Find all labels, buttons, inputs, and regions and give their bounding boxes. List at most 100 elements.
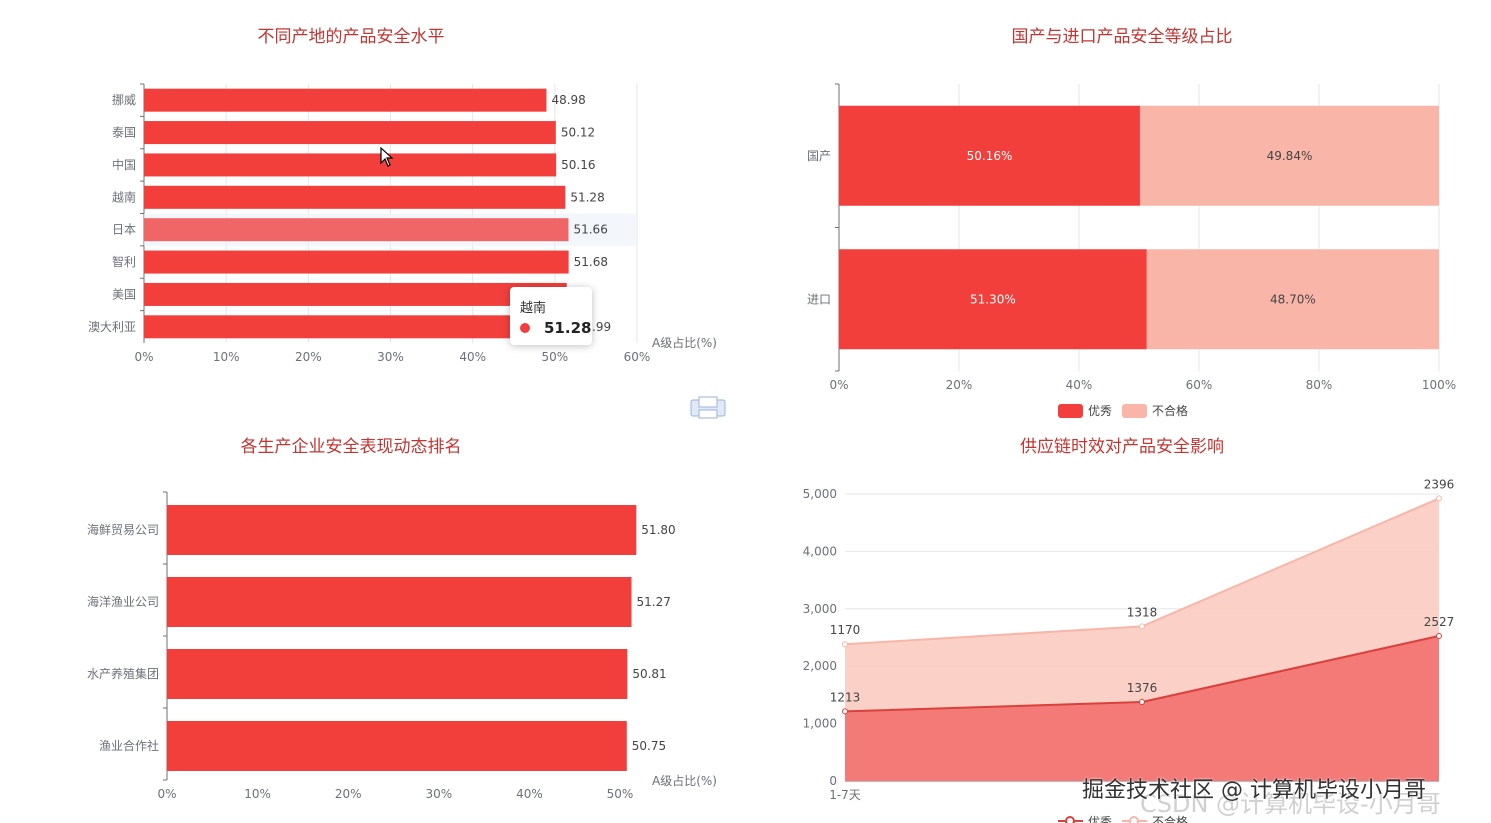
bar	[144, 185, 566, 209]
bar	[144, 88, 547, 112]
stacked-bar-segment	[1146, 249, 1439, 350]
y-tick-label: 中国	[112, 157, 136, 172]
x-tick-label: 30%	[425, 787, 452, 801]
chart-title: 不同产地的产品安全水平	[258, 27, 445, 47]
segment-label: 50.16%	[967, 149, 1013, 163]
y-tick-label: 0	[829, 774, 837, 788]
watermark-secondary: CSDN @计算机毕设-小月哥	[1140, 790, 1441, 818]
x-tick-label: 20%	[295, 350, 322, 364]
bar	[144, 153, 557, 177]
chart-tooltip: 越南 51.28	[510, 287, 592, 345]
y-tick-label: 4,000	[803, 544, 837, 558]
y-tick-label: 国产	[807, 149, 831, 163]
x-tick-label: 1-7天	[829, 788, 861, 802]
bar-value-label: 51.66	[573, 223, 607, 237]
chart-domestic-import-ratio: 国产与进口产品安全等级占比 0% 20% 40% 60% 80% 100% 国产 50.16%…	[807, 27, 1456, 418]
x-axis-label: A级占比(%)	[652, 335, 717, 350]
bar	[167, 649, 628, 699]
legend-label: 优秀	[1088, 815, 1112, 823]
x-tick-label: 50%	[607, 787, 634, 801]
point-fail	[1436, 495, 1442, 502]
bar-value-label: 50.16	[561, 158, 595, 172]
x-tick-label: 0%	[829, 378, 848, 392]
y-tick-label: 5,000	[803, 487, 837, 501]
x-tick-label: 10%	[244, 787, 271, 801]
y-tick-label: 越南	[112, 189, 136, 204]
y-tick-label: 海洋渔业公司	[87, 594, 159, 609]
area-fail	[845, 498, 1439, 712]
y-tick-label: 日本	[112, 223, 136, 237]
tooltip-title: 越南	[520, 301, 547, 316]
mouse-pointer-icon	[380, 147, 394, 167]
x-tick-label: 50%	[541, 350, 568, 364]
bar-value-label: 51.68	[574, 255, 608, 269]
y-tick-label: 美国	[112, 287, 136, 301]
bar	[167, 505, 637, 555]
legend-swatch	[1058, 404, 1083, 418]
y-tick-label: 海鲜贸易公司	[87, 522, 159, 537]
bar	[144, 218, 569, 242]
point-label-excellent: 1376	[1127, 681, 1158, 695]
tooltip-value: 51.28	[544, 319, 592, 337]
save-as-image-icon[interactable]	[690, 396, 728, 420]
y-tick-label: 3,000	[803, 602, 837, 616]
y-tick-label: 2,000	[803, 659, 837, 673]
legend-marker	[1129, 816, 1139, 823]
y-tick-label: 泰国	[112, 126, 136, 140]
segment-label: 48.70%	[1270, 292, 1316, 306]
bar-value-label: 50.81	[632, 667, 666, 681]
segment-label: 51.30%	[970, 292, 1016, 306]
x-tick-label: 100%	[1422, 378, 1456, 392]
chart-origin-safety: 不同产地的产品安全水平 A级占比(%) 0% 10% 20% 30% 40% 50% 60%…	[88, 27, 717, 364]
x-tick-label: 60%	[624, 350, 651, 364]
y-tick-label: 澳大利亚	[88, 320, 136, 334]
point-label-fail: 1170	[830, 623, 861, 637]
stacked-bar-segment	[839, 105, 1140, 206]
bar-value-label: 51.80	[641, 523, 675, 537]
point-excellent	[1139, 699, 1145, 706]
x-tick-label: 0%	[157, 787, 176, 801]
bar-value-label: 51.28	[570, 190, 604, 204]
point-fail	[842, 641, 848, 648]
x-tick-label: 40%	[516, 787, 543, 801]
area-excellent	[845, 635, 1439, 781]
chart-title: 供应链时效对产品安全影响	[1020, 437, 1224, 457]
legend-swatch	[1122, 404, 1147, 418]
point-excellent	[842, 708, 848, 715]
y-tick-label: 1,000	[803, 717, 837, 731]
chart-title: 各生产企业安全表现动态排名	[241, 437, 462, 457]
x-tick-label: 60%	[1186, 378, 1213, 392]
bar-value-label: 48.98	[551, 93, 585, 107]
bar	[144, 315, 580, 339]
bar	[144, 250, 569, 274]
y-tick-label: 智利	[112, 254, 136, 269]
legend-marker	[1065, 816, 1075, 823]
stacked-bar-segment	[1139, 105, 1439, 206]
legend-label: 不合格	[1152, 403, 1188, 418]
x-tick-label: 20%	[946, 378, 973, 392]
bar	[167, 721, 627, 771]
stacked-bar-segment	[839, 249, 1147, 350]
x-tick-label: 0%	[134, 350, 153, 364]
point-fail	[1139, 623, 1145, 630]
bar-value-label: 50.75	[632, 739, 666, 753]
bar-value-label: 50.12	[561, 126, 595, 140]
chart-supply-chain-timeliness: 供应链时效对产品安全影响 0 1,000 2,000 3,000 4,000 5,000 1…	[803, 437, 1455, 823]
watermark-primary: 掘金技术社区 @ 计算机毕设小月哥	[1082, 778, 1426, 803]
x-axis-label: A级占比(%)	[652, 773, 717, 788]
x-tick-label: 30%	[377, 350, 404, 364]
bar-value-label: 51.27	[637, 595, 671, 609]
legend-label: 不合格	[1152, 814, 1188, 823]
y-tick-label: 进口	[807, 292, 831, 306]
legend-label: 优秀	[1088, 404, 1112, 418]
x-tick-label: 40%	[1066, 378, 1093, 392]
point-label-excellent: 2527	[1424, 615, 1455, 629]
y-tick-label: 挪威	[112, 93, 136, 107]
y-tick-label: 水产养殖集团	[87, 666, 159, 681]
point-label-excellent: 1213	[830, 690, 861, 704]
x-tick-label: 20%	[335, 787, 362, 801]
x-tick-label: 10%	[213, 350, 240, 364]
y-tick-label: 渔业合作社	[99, 738, 159, 753]
bar	[144, 121, 556, 145]
